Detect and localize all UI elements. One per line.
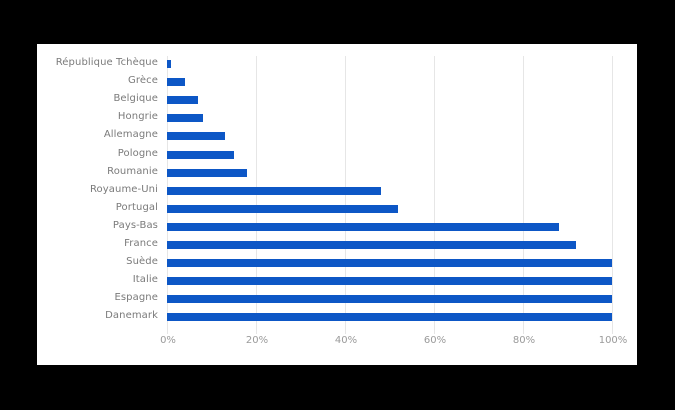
category-label: Allemagne <box>103 129 158 141</box>
bar-row: République Tchèque <box>37 55 637 73</box>
category-label: France <box>124 238 158 249</box>
bar[interactable] <box>167 150 234 159</box>
category-label: Portugal <box>115 201 158 213</box>
category-label: Espagne <box>114 292 158 304</box>
gridline <box>345 56 346 334</box>
bar-row: Belgique <box>37 91 637 109</box>
bar[interactable] <box>167 295 612 304</box>
bar[interactable] <box>167 241 577 249</box>
category-label: Italie <box>132 274 158 286</box>
bar[interactable] <box>167 204 399 213</box>
bar[interactable] <box>167 114 203 123</box>
category-label: Roumanie <box>107 165 158 177</box>
bar-row: Allemagne <box>37 127 637 145</box>
bar[interactable] <box>167 168 248 177</box>
category-label: Pays-Bas <box>112 219 158 231</box>
gridline <box>612 56 613 334</box>
category-label: Danemark <box>105 310 158 322</box>
bar[interactable] <box>167 259 612 268</box>
bar-row: France <box>37 236 637 254</box>
bar-row: Hongrie <box>37 109 637 127</box>
x-tick-label: 60% <box>423 335 447 346</box>
x-tick-label: 80% <box>512 335 536 346</box>
gridline <box>434 56 435 334</box>
bar-row: Grèce <box>37 73 637 91</box>
bar-row: Portugal <box>37 200 637 218</box>
bar-row: Royaume-Uni <box>37 182 637 200</box>
bar[interactable] <box>167 132 225 141</box>
bar[interactable] <box>167 78 185 87</box>
category-label: Belgique <box>113 93 158 105</box>
gridline <box>523 56 524 334</box>
bar-row: Suède <box>37 254 637 272</box>
bar[interactable] <box>167 186 381 195</box>
bar[interactable] <box>167 313 612 322</box>
category-label: Hongrie <box>117 111 158 123</box>
bar[interactable] <box>167 277 612 286</box>
gridline <box>167 56 168 334</box>
x-tick-label: 20% <box>245 335 269 346</box>
bar[interactable] <box>167 222 559 231</box>
category-label: Royaume-Uni <box>89 183 158 195</box>
bar-row: Espagne <box>37 290 637 308</box>
category-label: Pologne <box>117 147 158 159</box>
chart-panel: 0% 20% 40% 60% 80% 100% République Tchèque Grèc… <box>37 44 637 365</box>
bar-row: Roumanie <box>37 164 637 182</box>
gridline <box>256 56 257 334</box>
bar-row: Danemark <box>37 308 637 326</box>
bar-row: Italie <box>37 272 637 290</box>
bar[interactable] <box>167 96 199 105</box>
bar-row: Pologne <box>37 146 637 164</box>
x-tick-label: 40% <box>334 335 358 346</box>
x-tick-label: 100% <box>598 335 628 346</box>
category-label: Grèce <box>128 75 158 87</box>
category-label: République Tchèque <box>55 57 158 68</box>
category-label: Suède <box>126 256 158 268</box>
bar-row: Pays-Bas <box>37 218 637 236</box>
x-tick-label: 0% <box>160 335 176 346</box>
bar-chart: 0% 20% 40% 60% 80% 100% République Tchèque Grèc… <box>37 44 637 365</box>
bar[interactable] <box>167 60 172 68</box>
